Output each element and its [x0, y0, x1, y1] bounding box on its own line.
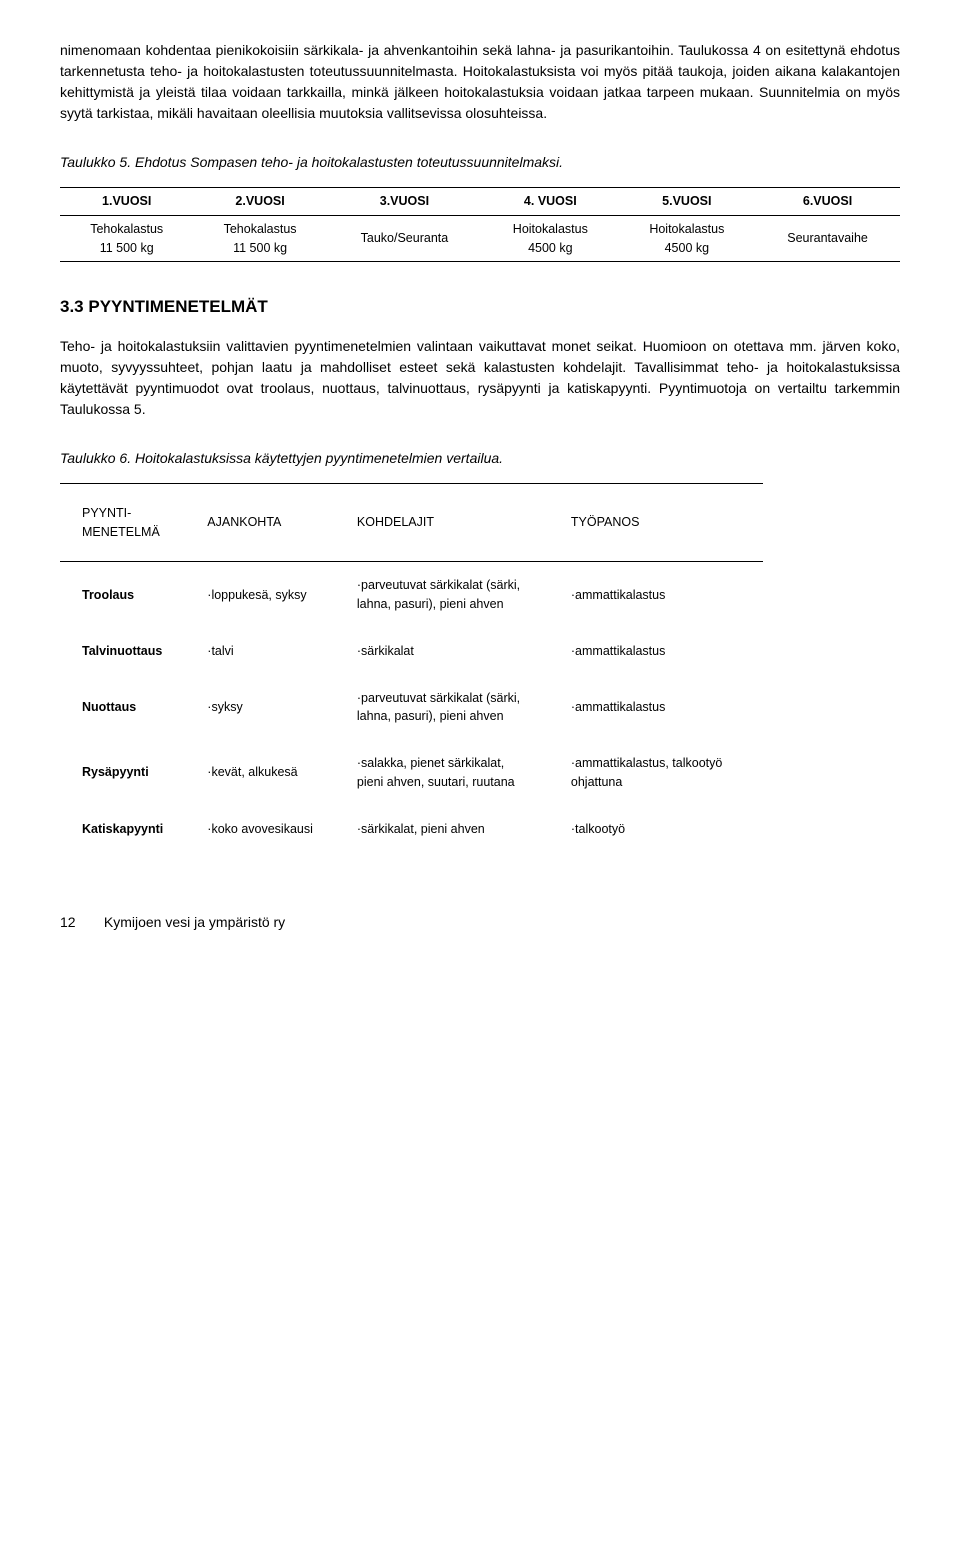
- t6-r2-species: ·särkikalat: [335, 628, 549, 675]
- page-number: 12: [60, 912, 100, 933]
- t5-c1-top: Tehokalastus: [90, 222, 163, 236]
- t6-r4-method: Rysäpyynti: [60, 740, 185, 806]
- t6-r3-method: Nuottaus: [60, 675, 185, 741]
- intro-paragraph: nimenomaan kohdentaa pienikokoisiin särk…: [60, 40, 900, 124]
- table6-h4: TYÖPANOS: [549, 483, 763, 562]
- table5-c1: Tehokalastus 11 500 kg: [60, 215, 193, 262]
- table5-c5: Hoitokalastus 4500 kg: [619, 215, 756, 262]
- t5-c2-bot: 11 500 kg: [201, 239, 318, 258]
- table5-c4: Hoitokalastus 4500 kg: [482, 215, 619, 262]
- t6-r1-effort: ·ammattikalastus: [549, 562, 763, 628]
- table6-h3: KOHDELAJIT: [335, 483, 549, 562]
- t6-r5-species: ·särkikalat, pieni ahven: [335, 806, 549, 853]
- table5-h6: 6.VUOSI: [755, 188, 900, 216]
- table6-row-rysapyynti: Rysäpyynti ·kevät, alkukesä ·salakka, pi…: [60, 740, 763, 806]
- table6-header-row: PYYNTI- MENETELMÄ AJANKOHTA KOHDELAJIT T…: [60, 483, 763, 562]
- table5-caption: Taulukko 5. Ehdotus Sompasen teho- ja ho…: [60, 152, 900, 173]
- table5-h3: 3.VUOSI: [327, 188, 482, 216]
- table5-header-row: 1.VUOSI 2.VUOSI 3.VUOSI 4. VUOSI 5.VUOSI…: [60, 188, 900, 216]
- t6-r1-species: ·parveutuvat särkikalat (särki, lahna, p…: [335, 562, 549, 628]
- table5-h4: 4. VUOSI: [482, 188, 619, 216]
- t5-c5-bot: 4500 kg: [627, 239, 748, 258]
- table5-h2: 2.VUOSI: [193, 188, 326, 216]
- table6-h2: AJANKOHTA: [185, 483, 335, 562]
- table6-caption: Taulukko 6. Hoitokalastuksissa käytettyj…: [60, 448, 900, 469]
- section-3-3-title: 3.3 PYYNTIMENETELMÄT: [60, 294, 900, 320]
- t5-c1-bot: 11 500 kg: [68, 239, 185, 258]
- table6-row-katiskapyynti: Katiskapyynti ·koko avovesikausi ·särkik…: [60, 806, 763, 853]
- t5-c3-top: Tauko/Seuranta: [361, 231, 449, 245]
- table6-h1: PYYNTI- MENETELMÄ: [60, 483, 185, 562]
- table5-c2: Tehokalastus 11 500 kg: [193, 215, 326, 262]
- t5-c4-top: Hoitokalastus: [513, 222, 588, 236]
- t6-r2-effort: ·ammattikalastus: [549, 628, 763, 675]
- table6-row-talvinuottaus: Talvinuottaus ·talvi ·särkikalat ·ammatt…: [60, 628, 763, 675]
- table6-row-nuottaus: Nuottaus ·syksy ·parveutuvat särkikalat …: [60, 675, 763, 741]
- t6-r4-species: ·salakka, pienet särkikalat, pieni ahven…: [335, 740, 549, 806]
- t6-r3-species: ·parveutuvat särkikalat (särki, lahna, p…: [335, 675, 549, 741]
- t5-c2-top: Tehokalastus: [224, 222, 297, 236]
- page-footer: 12 Kymijoen vesi ja ympäristö ry: [60, 912, 900, 933]
- table5: 1.VUOSI 2.VUOSI 3.VUOSI 4. VUOSI 5.VUOSI…: [60, 187, 900, 262]
- t5-c6-top: Seurantavaihe: [787, 231, 868, 245]
- table5-data-row: Tehokalastus 11 500 kg Tehokalastus 11 500…: [60, 215, 900, 262]
- t5-c5-top: Hoitokalastus: [649, 222, 724, 236]
- t6-r2-method: Talvinuottaus: [60, 628, 185, 675]
- table6: PYYNTI- MENETELMÄ AJANKOHTA KOHDELAJIT T…: [60, 483, 763, 853]
- t6-r2-time: ·talvi: [185, 628, 335, 675]
- t6-r5-time: ·koko avovesikausi: [185, 806, 335, 853]
- table5-h5: 5.VUOSI: [619, 188, 756, 216]
- t6-r3-effort: ·ammattikalastus: [549, 675, 763, 741]
- table5-c3: Tauko/Seuranta: [327, 215, 482, 262]
- t6-r5-effort: ·talkootyö: [549, 806, 763, 853]
- footer-org: Kymijoen vesi ja ympäristö ry: [104, 914, 285, 930]
- section-3-3-paragraph: Teho- ja hoitokalastuksiin valittavien p…: [60, 336, 900, 420]
- t6-r4-time: ·kevät, alkukesä: [185, 740, 335, 806]
- t6-r4-effort: ·ammattikalastus, talkootyö ohjattuna: [549, 740, 763, 806]
- table5-c6: Seurantavaihe: [755, 215, 900, 262]
- t6-r1-method: Troolaus: [60, 562, 185, 628]
- table6-row-troolaus: Troolaus ·loppukesä, syksy ·parveutuvat …: [60, 562, 763, 628]
- t6-r3-time: ·syksy: [185, 675, 335, 741]
- table5-h1: 1.VUOSI: [60, 188, 193, 216]
- t5-c4-bot: 4500 kg: [490, 239, 611, 258]
- t6-r5-method: Katiskapyynti: [60, 806, 185, 853]
- t6-r1-time: ·loppukesä, syksy: [185, 562, 335, 628]
